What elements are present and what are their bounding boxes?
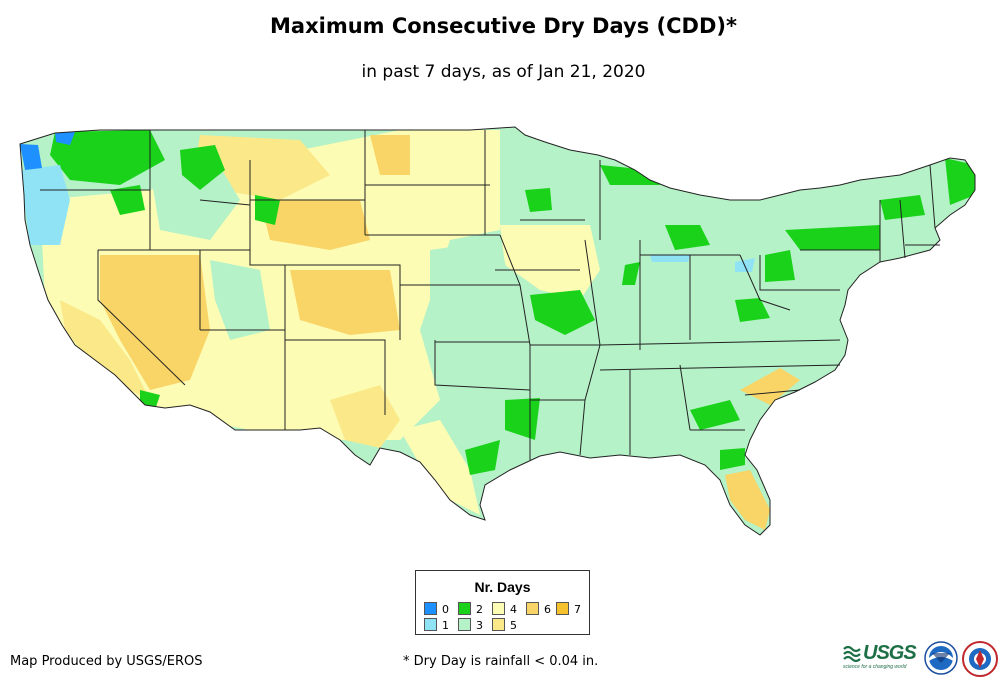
zone-2-days-michigan: [665, 225, 710, 250]
zone-2-days-texas-east: [505, 398, 540, 440]
zone-2-days-pennsylvania: [765, 250, 795, 282]
zone-6-days-florida: [725, 470, 770, 530]
legend-item-5: 5: [492, 618, 517, 632]
legend-swatch-5: [492, 618, 505, 631]
legend-item-6: 6: [526, 602, 551, 616]
zone-2-days-vermont: [880, 195, 925, 220]
legend-label: 1: [442, 619, 449, 632]
usgs-wave-icon: [843, 645, 861, 663]
zone-2-days-oregon: [110, 185, 145, 215]
legend-swatch-3: [458, 618, 471, 631]
legend-swatch-1: [424, 618, 437, 631]
zone-4-days-south-texas: [400, 420, 480, 515]
zone-2-days-wyoming: [255, 195, 280, 225]
zone-3-days-utah: [210, 260, 270, 340]
zone-2-days-texas-gulf: [465, 440, 500, 475]
legend-item-7: 7: [556, 602, 581, 616]
zone-2-days-florida-north: [720, 448, 745, 470]
map-title: Maximum Consecutive Dry Days (CDD)*: [270, 14, 737, 38]
zone-2-days-minnesota: [525, 188, 552, 212]
legend-swatch-6: [526, 602, 539, 615]
legend-swatch-7: [556, 602, 569, 615]
legend-swatch-4: [492, 602, 505, 615]
zone-6-days-wyoming: [260, 200, 370, 250]
zone-2-days-new-york: [785, 225, 880, 250]
zone-4-days-midwest: [500, 225, 600, 300]
legend-item-2: 2: [458, 602, 483, 616]
zone-2-days-maine: [945, 158, 975, 205]
dry-day-footnote: * Dry Day is rainfall < 0.04 in.: [403, 654, 599, 669]
legend-label: 3: [476, 619, 483, 632]
legend-label: 0: [442, 603, 449, 616]
noaa-logo-icon: [924, 641, 958, 675]
zone-0-days-washington: [20, 144, 42, 170]
zone-2-days-georgia: [690, 400, 740, 430]
legend-item-3: 3: [458, 618, 483, 632]
legend-label: 4: [510, 603, 517, 616]
legend-swatch-0: [424, 602, 437, 615]
legend-label: 6: [544, 603, 551, 616]
zone-2-days-missouri: [530, 290, 595, 335]
zone-2-days-virginia: [735, 298, 770, 322]
zone-1-day-oregon-coast: [22, 165, 70, 245]
zone-5-days-texas: [330, 385, 400, 448]
usgs-tagline: science for a changing world: [843, 664, 907, 670]
nws-logo-icon: [962, 641, 998, 677]
legend-label: 5: [510, 619, 517, 632]
legend-item-4: 4: [492, 602, 517, 616]
state-boundaries: [19, 126, 976, 536]
legend-label: 7: [574, 603, 581, 616]
us-dry-days-map: [19, 126, 976, 536]
zone-6-days-colorado: [290, 270, 400, 335]
map-credit: Map Produced by USGS/EROS: [10, 654, 203, 669]
dry-day-zones: [20, 130, 975, 530]
usgs-logo-text: USGS: [863, 642, 917, 664]
zone-2-days-washington: [50, 130, 165, 185]
zone-0-days-idaho-north: [55, 132, 75, 145]
legend: Nr. Days 0 1 2 3 4 5 6 7: [415, 570, 590, 635]
usgs-logo: USGS science for a changing world: [843, 642, 921, 672]
legend-label: 2: [476, 603, 483, 616]
zone-2-days-illinois: [622, 262, 640, 285]
legend-swatch-2: [458, 602, 471, 615]
zone-1-day-ohio: [735, 258, 755, 272]
zone-1-day-lake-michigan: [650, 255, 690, 262]
map-subtitle: in past 7 days, as of Jan 21, 2020: [361, 62, 646, 82]
zone-2-days-idaho: [180, 145, 225, 190]
legend-item-1: 1: [424, 618, 449, 632]
zone-6-days-carolina: [740, 368, 800, 405]
zone-5-days-california: [60, 300, 150, 400]
zone-6-days-nevada: [100, 255, 210, 390]
zone-6-days-montana-east: [370, 135, 410, 175]
legend-item-0: 0: [424, 602, 449, 616]
legend-title: Nr. Days: [474, 579, 531, 595]
